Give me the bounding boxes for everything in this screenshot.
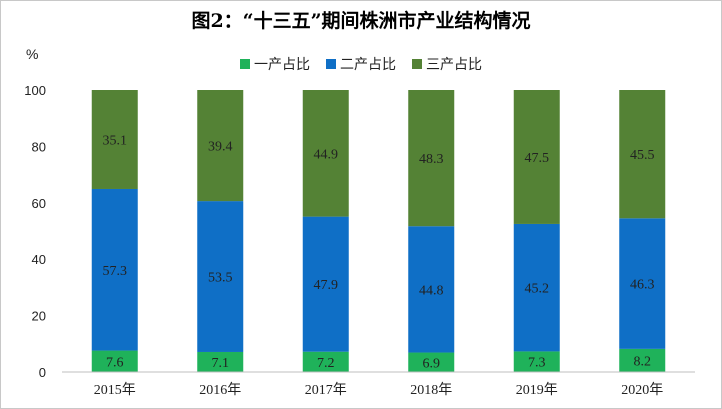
legend-label-tertiary: 三产占比 <box>426 57 482 73</box>
bar-segment-tertiary <box>91 90 138 189</box>
data-label-secondary: 44.8 <box>419 283 444 298</box>
bar-segment-tertiary <box>619 90 666 219</box>
x-category-label: 2019年 <box>516 382 558 398</box>
data-label-primary: 7.2 <box>317 356 335 371</box>
bar-segment-primary <box>408 352 455 372</box>
data-label-tertiary: 48.3 <box>419 152 444 167</box>
data-labels: 7.6 57.3 35.1 7.1 53.5 39.4 7.2 47.9 44.9 6.9 44.8… <box>103 133 655 371</box>
bar-segment-secondary <box>91 188 138 351</box>
y-tick-label: 60 <box>32 196 46 211</box>
legend-item-primary: 一产占比 <box>240 54 310 74</box>
bar-segment-secondary <box>302 216 349 352</box>
legend-label-primary: 一产占比 <box>254 57 310 73</box>
data-label-secondary: 53.5 <box>208 271 233 286</box>
bar-segment-primary <box>619 348 666 372</box>
data-label-primary: 8.2 <box>634 354 652 369</box>
data-label-tertiary: 39.4 <box>208 140 233 155</box>
y-tick-label: 100 <box>24 83 46 98</box>
x-category-label: 2018年 <box>410 382 452 398</box>
y-axis-ticks: 0 20 40 60 80 100 <box>24 83 46 380</box>
bar-segment-primary <box>91 350 138 372</box>
x-category-label: 2020年 <box>621 382 663 398</box>
legend-item-secondary: 二产占比 <box>326 54 396 74</box>
bar-segment-tertiary <box>408 90 455 227</box>
chart-title: 图2：“十三五”期间株洲市产业结构情况 <box>191 10 531 32</box>
data-label-secondary: 47.9 <box>314 278 339 293</box>
bar-segment-primary <box>513 351 560 372</box>
bar-segment-secondary <box>197 201 244 352</box>
bar-segment-tertiary <box>197 90 244 202</box>
data-label-primary: 7.1 <box>212 356 230 371</box>
data-label-secondary: 57.3 <box>103 264 128 279</box>
y-axis-unit-label: % <box>26 46 39 62</box>
data-label-primary: 7.3 <box>528 356 546 371</box>
legend-swatch-tertiary <box>412 59 422 69</box>
x-category-label: 2017年 <box>305 382 347 398</box>
x-axis-categories: 2015年 2016年 2017年 2018年 2019年 2020年 <box>94 382 664 398</box>
bar-segment-primary <box>302 351 349 372</box>
data-label-primary: 7.6 <box>106 355 124 370</box>
bar-segment-primary <box>197 351 244 372</box>
data-label-secondary: 46.3 <box>630 278 655 293</box>
bar-segment-tertiary <box>302 90 349 217</box>
data-label-tertiary: 35.1 <box>103 133 128 148</box>
y-tick-label: 40 <box>32 252 46 267</box>
legend-label-secondary: 二产占比 <box>340 57 396 73</box>
legend-item-tertiary: 三产占比 <box>412 54 482 74</box>
legend-swatch-primary <box>240 59 250 69</box>
data-label-secondary: 45.2 <box>525 282 550 297</box>
y-tick-label: 80 <box>32 139 46 154</box>
bar-segment-secondary <box>408 226 455 353</box>
data-label-tertiary: 44.9 <box>314 147 339 162</box>
bar-segment-tertiary <box>513 90 560 224</box>
x-category-label: 2015年 <box>94 382 136 398</box>
data-label-tertiary: 47.5 <box>525 151 550 166</box>
bar-segment-secondary <box>619 218 666 349</box>
bar-segments <box>91 90 666 372</box>
bar-segment-secondary <box>513 223 560 352</box>
data-label-primary: 6.9 <box>423 356 441 371</box>
data-label-tertiary: 45.5 <box>630 148 655 163</box>
y-tick-label: 20 <box>32 309 46 324</box>
y-tick-label: 0 <box>39 365 46 380</box>
legend-swatch-secondary <box>326 59 336 69</box>
chart-legend: 一产占比 二产占比 三产占比 <box>0 54 722 74</box>
x-category-label: 2016年 <box>199 382 241 398</box>
